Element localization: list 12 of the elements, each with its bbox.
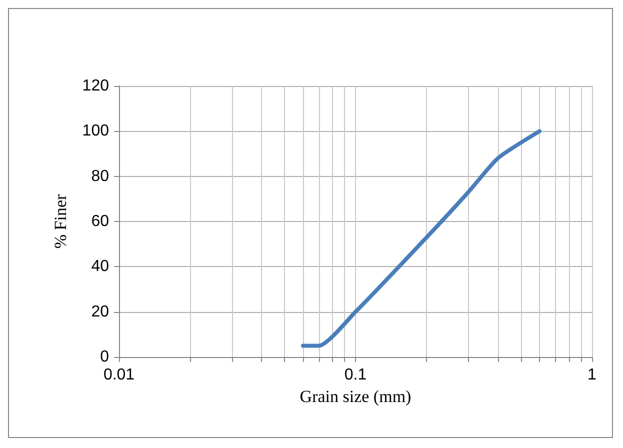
x-tick-label: 1	[588, 366, 597, 384]
x-axis-title: Grain size (mm)	[300, 386, 412, 406]
y-tick-label: 80	[91, 168, 110, 185]
x-tick-label: 0.1	[344, 366, 367, 384]
x-tick-label: 0.01	[103, 366, 135, 384]
y-tick-label: 20	[91, 303, 110, 320]
y-tick-label: 100	[82, 122, 110, 140]
y-tick-label: 0	[100, 348, 110, 366]
y-tick-label: 120	[82, 78, 110, 94]
y-tick-label: 40	[91, 258, 110, 276]
y-axis-title: % Finer	[51, 194, 70, 249]
y-tick-label: 60	[91, 213, 110, 230]
